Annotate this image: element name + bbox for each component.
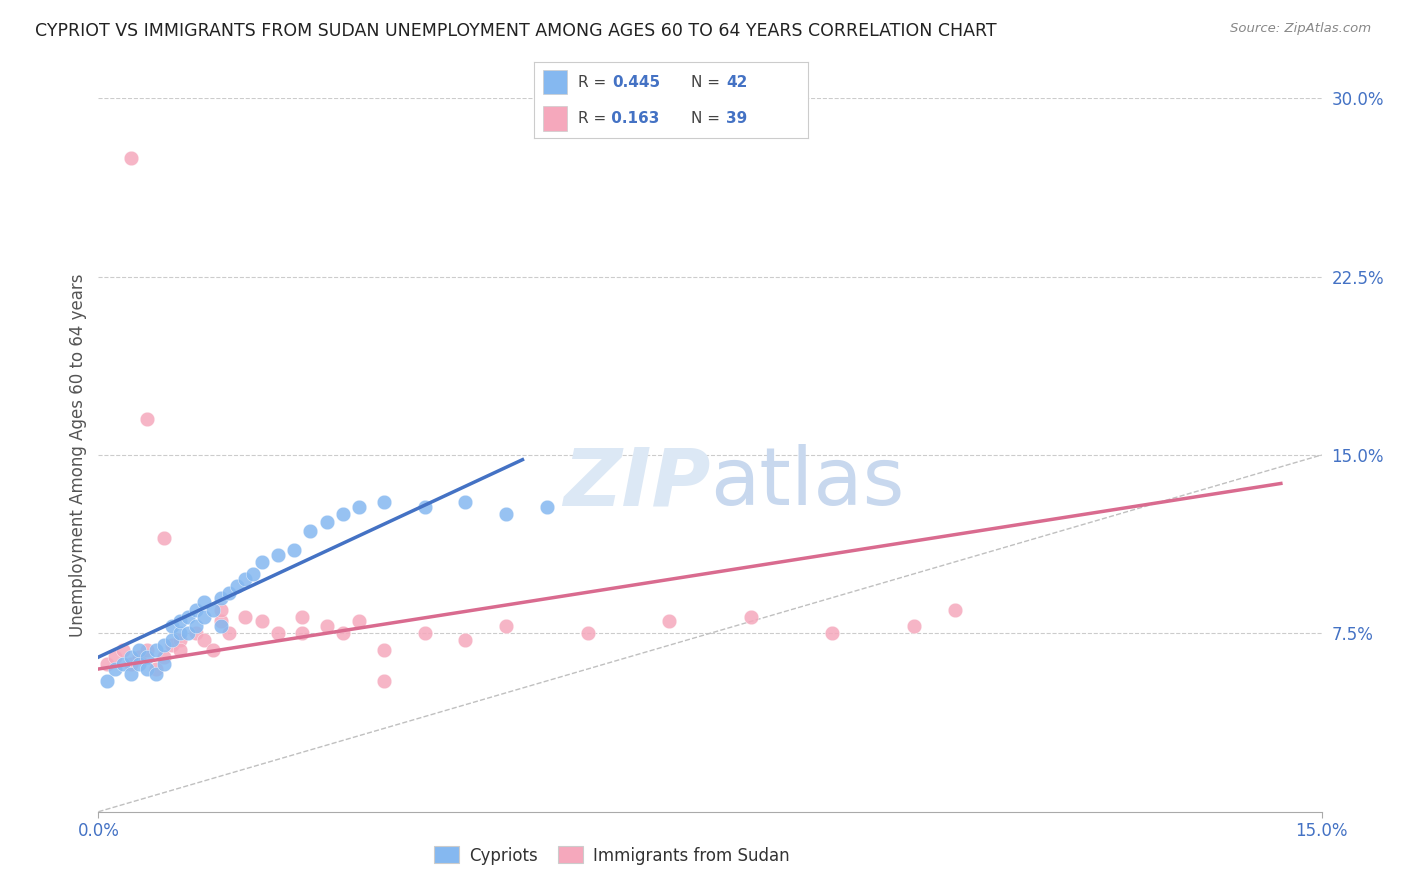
- Point: [349, 500, 371, 515]
- Point: [291, 609, 314, 624]
- Y-axis label: Unemployment Among Ages 60 to 64 years: Unemployment Among Ages 60 to 64 years: [69, 273, 87, 637]
- Text: ZIP: ZIP: [562, 444, 710, 523]
- Point: [576, 626, 599, 640]
- Point: [267, 626, 290, 640]
- Point: [226, 579, 249, 593]
- Point: [495, 508, 517, 522]
- Point: [315, 619, 337, 633]
- Point: [332, 508, 354, 522]
- Point: [209, 615, 232, 629]
- Point: [209, 619, 232, 633]
- Point: [136, 662, 159, 676]
- Point: [136, 643, 159, 657]
- Point: [373, 495, 395, 509]
- Point: [169, 643, 191, 657]
- FancyBboxPatch shape: [543, 106, 567, 130]
- Text: 0.163: 0.163: [606, 111, 659, 126]
- Point: [128, 643, 150, 657]
- Point: [454, 633, 477, 648]
- Point: [160, 633, 183, 648]
- Point: [283, 543, 305, 558]
- Point: [152, 657, 174, 672]
- Point: [186, 626, 208, 640]
- Point: [160, 619, 183, 633]
- Point: [169, 633, 191, 648]
- Point: [104, 662, 127, 676]
- Point: [903, 619, 925, 633]
- Point: [332, 626, 354, 640]
- Point: [193, 633, 215, 648]
- Text: N =: N =: [690, 111, 724, 126]
- Point: [104, 650, 127, 665]
- Point: [299, 524, 322, 538]
- Point: [136, 650, 159, 665]
- Point: [160, 638, 183, 652]
- Point: [186, 602, 208, 616]
- Text: 42: 42: [725, 75, 748, 90]
- Point: [96, 657, 118, 672]
- Point: [120, 650, 142, 665]
- Text: CYPRIOT VS IMMIGRANTS FROM SUDAN UNEMPLOYMENT AMONG AGES 60 TO 64 YEARS CORRELAT: CYPRIOT VS IMMIGRANTS FROM SUDAN UNEMPLO…: [35, 22, 997, 40]
- Point: [821, 626, 844, 640]
- Point: [111, 643, 134, 657]
- Point: [658, 615, 681, 629]
- Text: 39: 39: [725, 111, 748, 126]
- Point: [152, 531, 174, 545]
- Point: [740, 609, 762, 624]
- Point: [120, 151, 142, 165]
- Point: [250, 555, 273, 569]
- Point: [218, 586, 240, 600]
- Point: [454, 495, 477, 509]
- Text: atlas: atlas: [710, 444, 904, 523]
- Point: [267, 548, 290, 562]
- Point: [413, 500, 436, 515]
- Point: [373, 673, 395, 688]
- Point: [128, 657, 150, 672]
- Point: [120, 666, 142, 681]
- Text: R =: R =: [578, 75, 612, 90]
- Point: [186, 619, 208, 633]
- Point: [120, 657, 142, 672]
- Point: [943, 602, 966, 616]
- Point: [96, 673, 118, 688]
- Point: [128, 650, 150, 665]
- Point: [201, 602, 224, 616]
- Point: [145, 662, 167, 676]
- Point: [233, 572, 256, 586]
- Point: [291, 626, 314, 640]
- Point: [233, 609, 256, 624]
- Point: [209, 591, 232, 605]
- Point: [136, 412, 159, 426]
- Point: [145, 643, 167, 657]
- Point: [242, 566, 264, 581]
- Point: [169, 615, 191, 629]
- Point: [177, 609, 200, 624]
- FancyBboxPatch shape: [543, 70, 567, 95]
- Text: Source: ZipAtlas.com: Source: ZipAtlas.com: [1230, 22, 1371, 36]
- Point: [169, 626, 191, 640]
- Point: [315, 515, 337, 529]
- Point: [413, 626, 436, 640]
- Point: [218, 626, 240, 640]
- Point: [111, 657, 134, 672]
- Point: [201, 643, 224, 657]
- Point: [193, 595, 215, 609]
- Text: N =: N =: [690, 75, 724, 90]
- Point: [495, 619, 517, 633]
- Point: [145, 666, 167, 681]
- Point: [536, 500, 558, 515]
- Point: [209, 602, 232, 616]
- Point: [177, 626, 200, 640]
- Point: [152, 638, 174, 652]
- Point: [152, 650, 174, 665]
- Point: [373, 643, 395, 657]
- Text: 0.445: 0.445: [613, 75, 661, 90]
- Point: [193, 609, 215, 624]
- Legend: Cypriots, Immigrants from Sudan: Cypriots, Immigrants from Sudan: [427, 839, 797, 871]
- Point: [250, 615, 273, 629]
- Text: R =: R =: [578, 111, 612, 126]
- Point: [349, 615, 371, 629]
